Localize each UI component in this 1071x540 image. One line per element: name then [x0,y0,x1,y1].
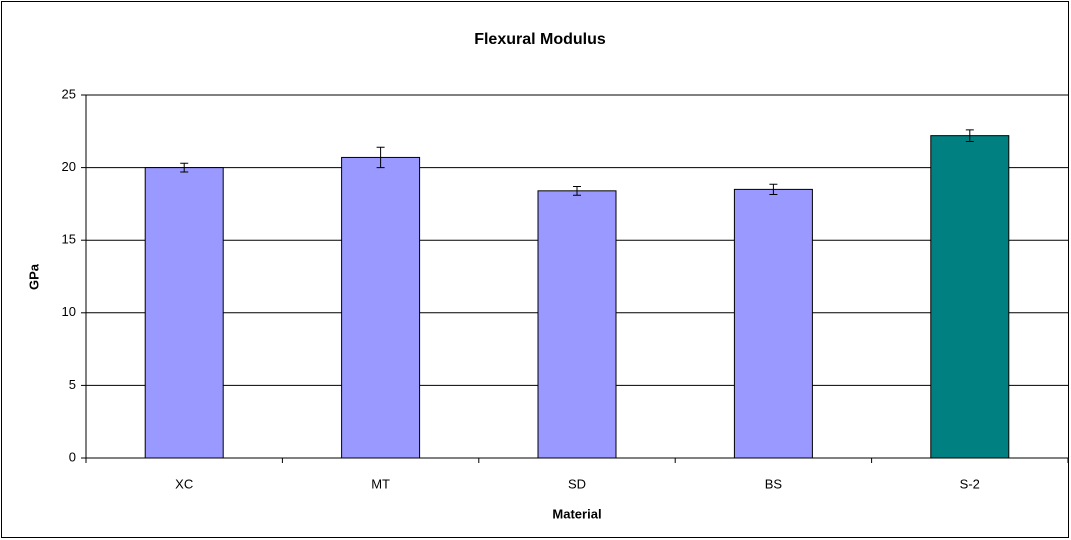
bar [537,190,617,459]
y-tick-label: 20 [62,159,76,174]
x-axis-title: Material [552,506,601,521]
error-bar [769,183,778,195]
bar [930,135,1010,459]
chart-title: Flexural Modulus [474,31,606,48]
y-tick-label: 5 [69,377,76,392]
x-tick-label: S-2 [960,476,980,491]
y-tick-label: 25 [62,86,76,101]
y-tick-label: 10 [62,304,76,319]
bar [733,188,813,459]
x-tick-label: MT [371,476,390,491]
bar [341,156,421,459]
error-bar [180,162,189,173]
y-tick-label: 0 [69,449,76,464]
x-tick-label: XC [175,476,193,491]
x-tick-label: BS [765,476,783,491]
error-bar [965,129,974,142]
x-tick-label: SD [568,476,586,491]
y-tick-label: 15 [62,232,76,247]
bar [144,167,224,459]
y-axis-title: GPa [26,263,41,290]
error-bar [573,185,581,196]
error-bar [376,146,385,169]
